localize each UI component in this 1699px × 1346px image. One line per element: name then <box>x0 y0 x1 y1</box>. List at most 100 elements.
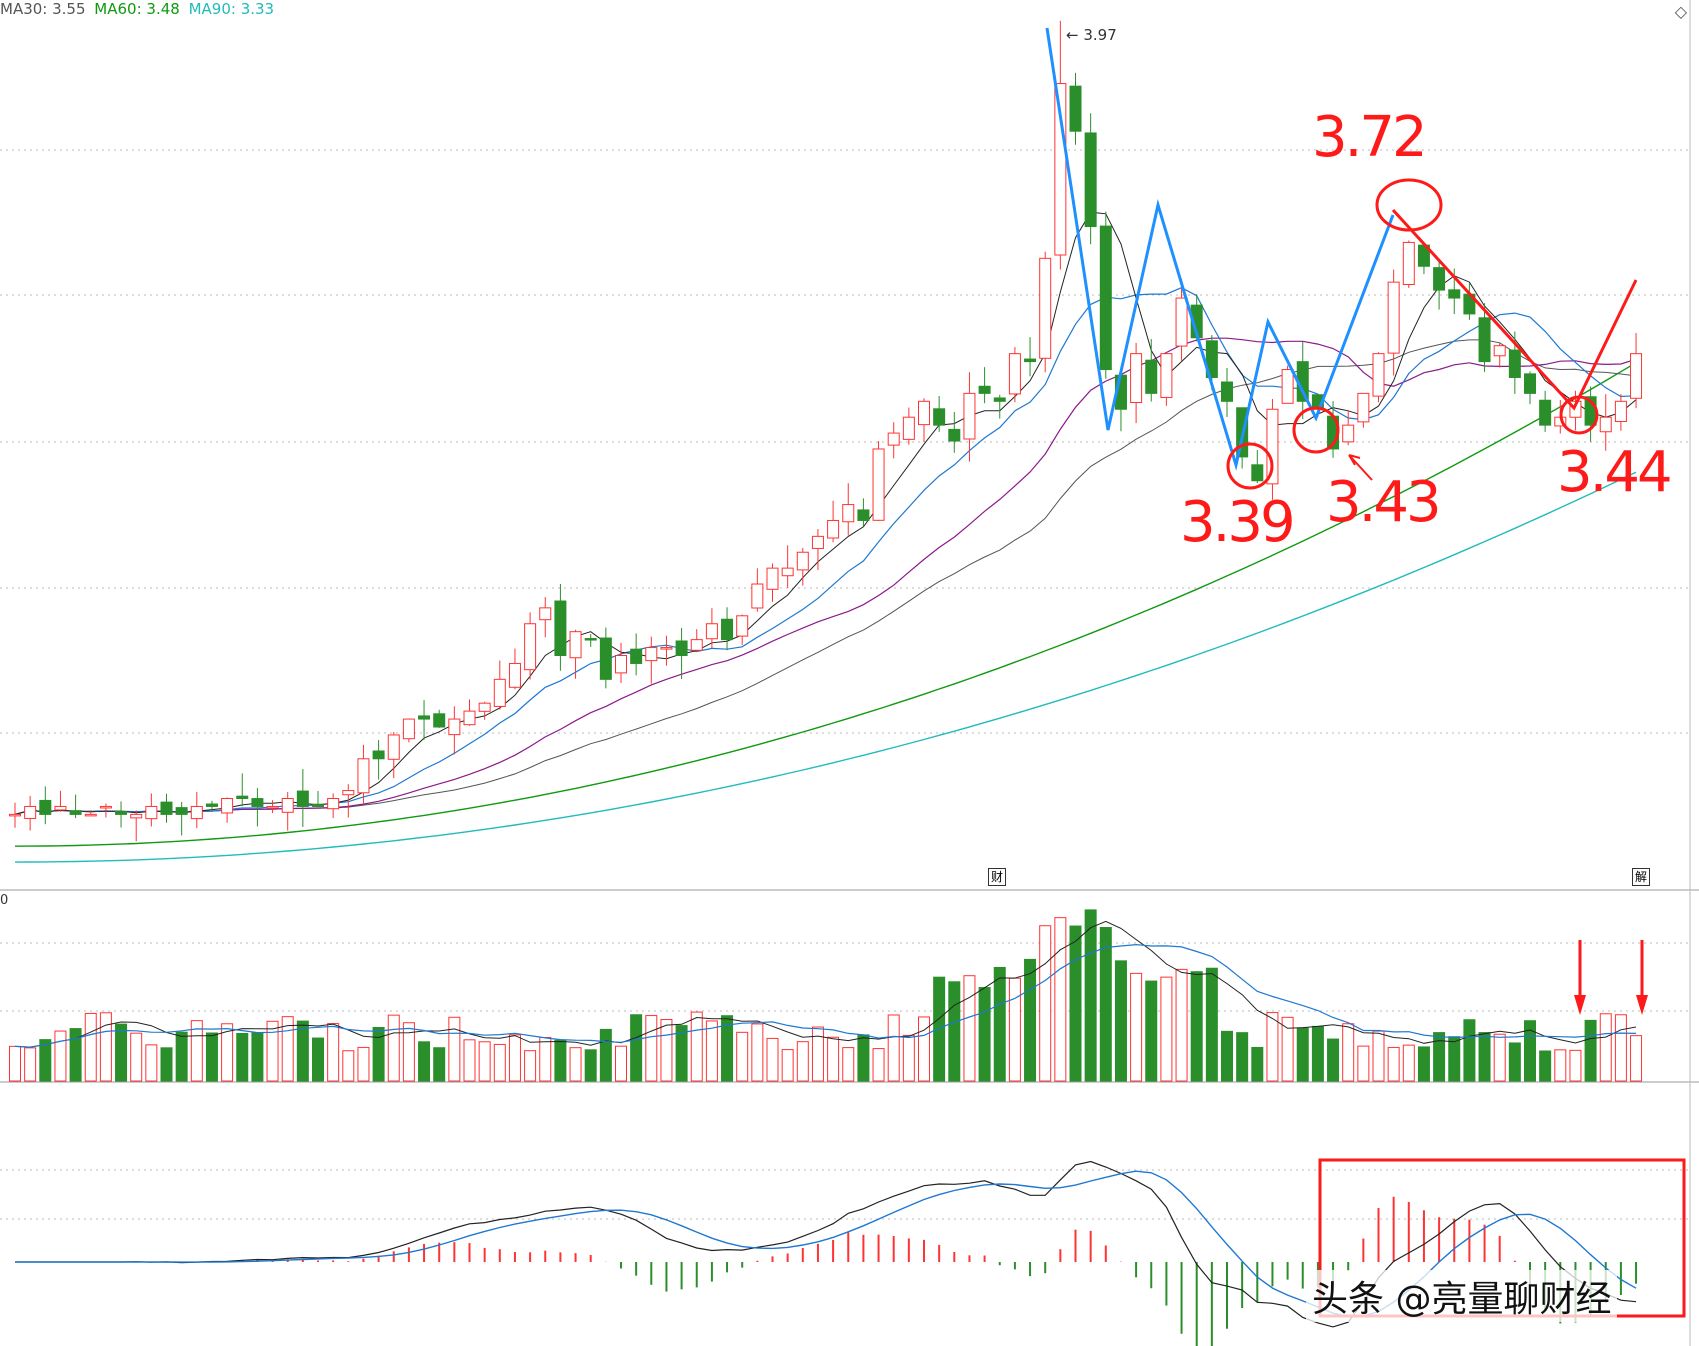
ma90-line <box>14 471 1637 863</box>
volume-bar <box>842 1047 855 1082</box>
highlight-circle <box>1292 406 1340 454</box>
candle-body <box>1221 381 1233 402</box>
volume-bar <box>1372 1030 1385 1082</box>
annotation-372: 3.72 <box>1312 105 1428 170</box>
ma60-line <box>14 362 1637 847</box>
candle-body <box>1266 408 1279 485</box>
volume-bar <box>1539 1050 1552 1082</box>
cai-marker[interactable]: 财 <box>988 868 1006 886</box>
candle-body <box>418 715 431 720</box>
volume-bar <box>236 1032 249 1082</box>
candle-body <box>327 798 340 810</box>
candle-body <box>251 798 264 807</box>
volume-bar <box>857 1034 870 1082</box>
candle-body <box>539 607 552 621</box>
candle-body <box>39 799 52 815</box>
volume-bar <box>948 981 961 1082</box>
candle-body <box>721 618 734 641</box>
ma20-line <box>14 337 1637 815</box>
candle-body <box>493 678 506 707</box>
candle-body <box>918 400 930 426</box>
candle-body <box>690 639 703 651</box>
candle-body <box>266 805 279 809</box>
candle-body <box>372 750 385 760</box>
candle-body <box>584 638 597 641</box>
candle-body <box>645 647 658 662</box>
volume-bar <box>781 1049 794 1082</box>
ma10-line <box>14 287 1637 815</box>
candle-body <box>54 805 67 811</box>
volume-bar <box>402 1022 415 1082</box>
volume-bar <box>1236 1032 1249 1082</box>
volume-bar <box>615 1045 627 1082</box>
candle-body <box>902 416 915 440</box>
volume-bar <box>796 1041 809 1082</box>
volume-axis-zero: 0 <box>0 893 9 908</box>
candle-body <box>1008 353 1021 395</box>
highlight-circle <box>1559 395 1599 435</box>
jie-marker[interactable]: 解 <box>1632 868 1650 886</box>
volume-bar <box>1160 976 1173 1082</box>
volume-bar <box>327 1023 340 1082</box>
volume-bar <box>660 1019 673 1082</box>
volume-bar <box>296 1020 309 1082</box>
candle-body <box>1372 353 1385 397</box>
volume-bar <box>1190 971 1203 1082</box>
candle-body <box>508 662 521 688</box>
diamond-icon[interactable]: ◇ <box>1674 2 1687 21</box>
candle-body <box>312 803 324 807</box>
candle-body <box>236 795 249 800</box>
highlight-circle <box>1375 178 1443 232</box>
volume-ma10-line <box>14 943 1637 1048</box>
candle-body <box>1099 225 1112 371</box>
volume-bar <box>1448 1036 1461 1082</box>
volume-bar <box>690 1011 703 1082</box>
volume-bar <box>721 1015 734 1082</box>
candle-body <box>9 813 21 817</box>
volume-bar <box>1554 1049 1567 1082</box>
candle-body <box>1448 289 1461 299</box>
volume-bar <box>1433 1032 1446 1082</box>
candle-body <box>160 801 173 815</box>
volume-ma5-line <box>14 920 1637 1048</box>
volume-bar <box>887 1014 900 1082</box>
arrow-annotation <box>1348 454 1373 481</box>
volume-bar <box>1402 1044 1415 1082</box>
volume-bar <box>963 975 976 1082</box>
volume-bar <box>1508 1042 1521 1082</box>
candle-body <box>448 718 461 736</box>
volume-bar <box>751 1023 764 1082</box>
volume-bar <box>312 1037 324 1082</box>
volume-bar <box>448 1016 461 1082</box>
volume-bar <box>1493 1033 1506 1082</box>
volume-bar <box>918 1016 930 1082</box>
volume-arrowhead <box>1636 995 1648 1015</box>
candle-body <box>1342 424 1355 443</box>
volume-bar <box>811 1026 824 1082</box>
volume-bar <box>99 1012 112 1082</box>
volume-bar <box>599 1028 612 1082</box>
volume-bar <box>1614 1014 1627 1082</box>
volume-bar <box>1130 972 1143 1082</box>
peak-price-label: ← 3.97 <box>1066 26 1117 44</box>
volume-bar <box>387 1014 400 1082</box>
highlight-circle <box>1226 442 1274 490</box>
volume-bar <box>1281 1016 1294 1082</box>
volume-bar <box>463 1039 476 1082</box>
volume-bar <box>569 1047 582 1082</box>
volume-bar <box>160 1047 173 1082</box>
volume-bar <box>493 1043 506 1082</box>
candle-body <box>1569 400 1582 418</box>
volume-bar <box>1054 917 1067 1082</box>
candle-body <box>660 647 673 650</box>
candle-body <box>1493 345 1506 357</box>
volume-bar <box>418 1041 431 1082</box>
volume-bar <box>1008 977 1021 1082</box>
candle-body <box>842 504 855 523</box>
candle-body <box>1054 83 1067 256</box>
volume-bar <box>645 1015 658 1082</box>
candle-body <box>781 567 794 577</box>
volume-bar <box>251 1032 264 1082</box>
candle-body <box>357 758 370 794</box>
